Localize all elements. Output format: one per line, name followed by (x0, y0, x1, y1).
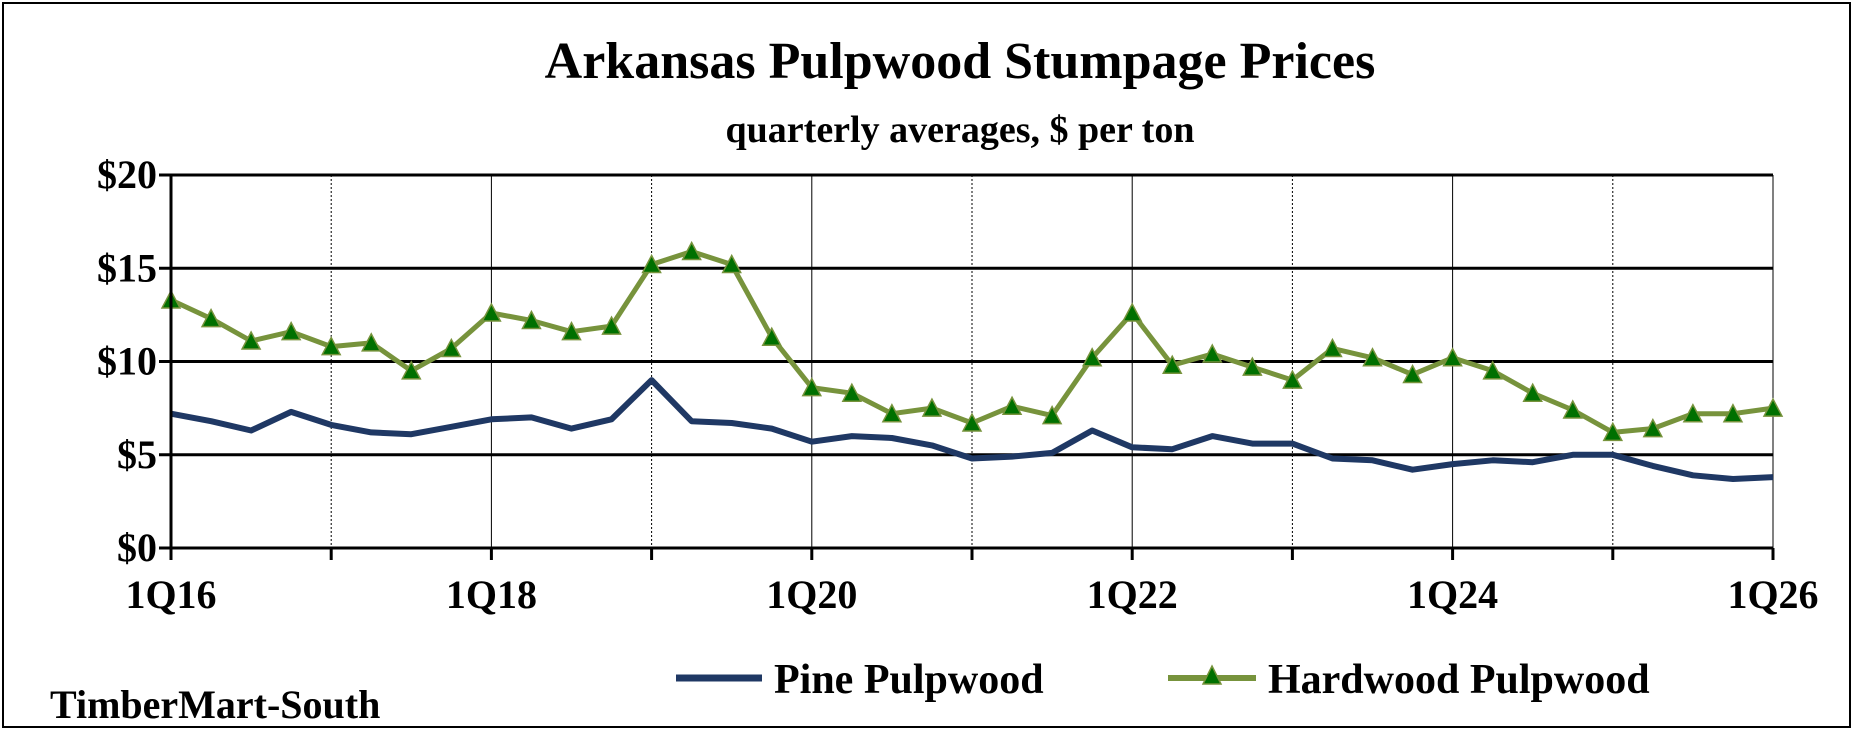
y-tick-label: $15 (97, 245, 157, 290)
data-point-hardwood (1322, 337, 1343, 358)
data-point-hardwood (721, 253, 742, 274)
series-line-hardwood (169, 249, 1774, 435)
data-point-hardwood (441, 337, 462, 358)
data-point-hardwood (801, 377, 823, 397)
data-point-hardwood (1081, 347, 1103, 367)
data-point-hardwood (1282, 369, 1303, 389)
legend: Pine Pulpwood Hardwood Pulpwood (676, 657, 1650, 703)
data-point-hardwood (921, 397, 943, 417)
source-label: TimberMart-South (50, 682, 380, 727)
series-layer (160, 240, 1784, 482)
legend-label-pine: Pine Pulpwood (774, 657, 1044, 703)
data-point-hardwood (1402, 363, 1423, 384)
data-point-hardwood (1162, 354, 1183, 374)
data-point-hardwood (1242, 356, 1263, 376)
y-tick-label: $20 (97, 152, 157, 197)
chart-subtitle: quarterly averages, $ per ton (726, 109, 1195, 151)
data-point-hardwood (1202, 343, 1223, 363)
data-point-hardwood (240, 330, 262, 350)
y-tick-label: $5 (117, 432, 157, 477)
data-point-hardwood (1642, 418, 1664, 438)
x-tick-label: 1Q18 (446, 572, 537, 617)
data-point-hardwood (481, 302, 502, 322)
data-point-hardwood (641, 253, 662, 274)
chart-title: Arkansas Pulpwood Stumpage Prices (545, 33, 1376, 90)
data-point-hardwood (1001, 395, 1023, 416)
data-point-hardwood (1362, 347, 1383, 367)
legend-label-hardwood: Hardwood Pulpwood (1268, 657, 1650, 703)
x-tick-label: 1Q16 (125, 572, 216, 617)
x-tick-label: 1Q24 (1407, 572, 1498, 617)
x-tick-label: 1Q26 (1727, 572, 1818, 617)
data-point-hardwood (401, 360, 422, 380)
data-point-hardwood (1722, 403, 1744, 423)
data-point-hardwood (361, 332, 382, 352)
legend-marker-hardwood (1201, 664, 1223, 685)
data-point-hardwood (1682, 403, 1704, 423)
data-point-hardwood (1602, 421, 1624, 442)
data-point-hardwood (200, 308, 222, 328)
data-point-hardwood (881, 403, 903, 423)
gridlines (171, 173, 1774, 548)
data-point-hardwood (961, 412, 983, 432)
data-point-hardwood (601, 315, 622, 335)
axes: $0 $5 $10 $15 $20 1Q16 1Q18 1Q20 1Q22 1Q24 1Q26 (97, 152, 1819, 617)
x-tick-label: 1Q22 (1087, 572, 1178, 617)
data-point-hardwood (1562, 399, 1583, 419)
data-point-hardwood (280, 321, 302, 341)
data-point-hardwood (841, 382, 863, 402)
x-tick-label: 1Q20 (766, 572, 857, 617)
data-point-hardwood (761, 326, 782, 347)
data-point-hardwood (1522, 382, 1543, 402)
y-tick-label: $0 (117, 525, 157, 570)
data-point-hardwood (1121, 302, 1143, 322)
data-point-hardwood (320, 335, 342, 356)
y-tick-label: $10 (97, 339, 157, 384)
data-point-hardwood (1762, 397, 1784, 417)
data-point-hardwood (561, 321, 582, 341)
series-line-pine (170, 377, 1774, 482)
data-point-hardwood (1041, 404, 1063, 425)
data-point-hardwood (521, 309, 542, 330)
data-point-hardwood (1442, 347, 1463, 367)
data-point-hardwood (1482, 360, 1503, 380)
data-point-hardwood (681, 240, 702, 261)
